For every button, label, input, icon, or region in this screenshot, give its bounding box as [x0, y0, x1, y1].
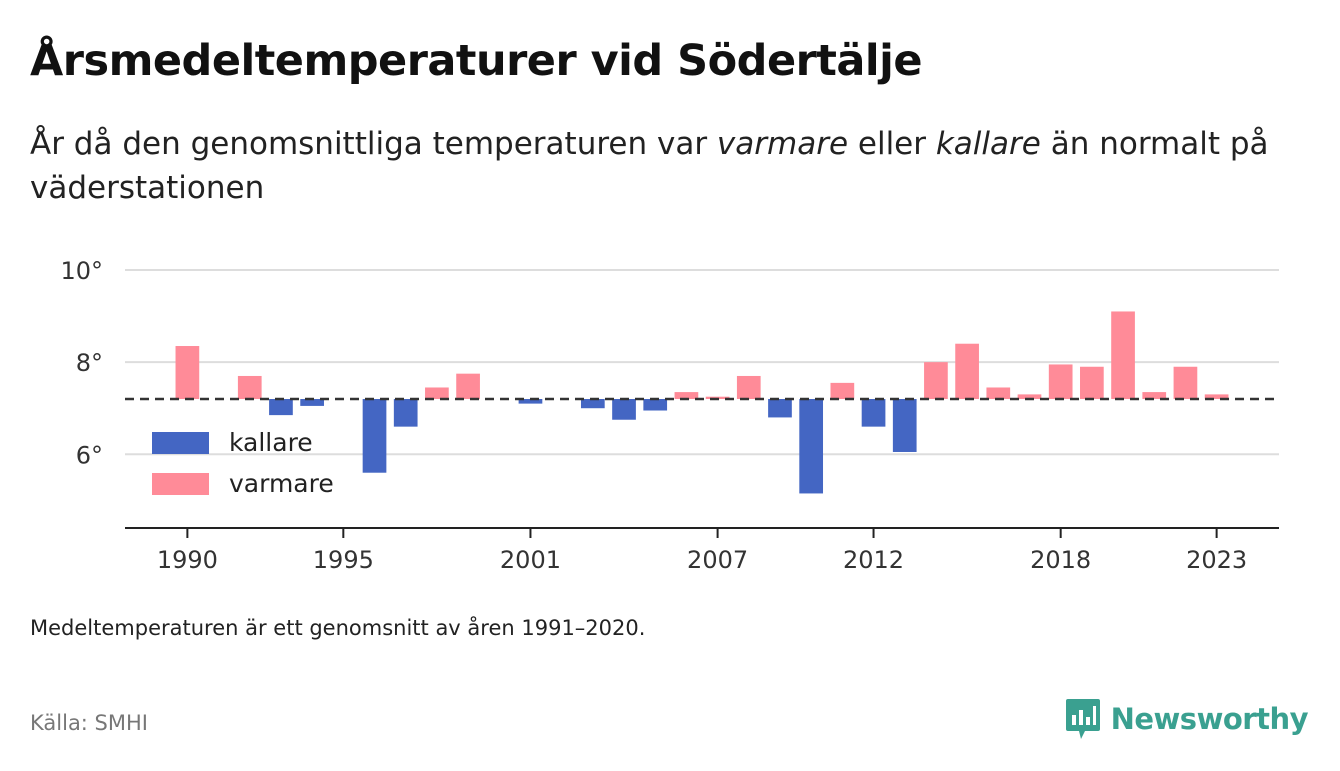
bar-2013 [892, 399, 917, 452]
bar-1992 [237, 375, 262, 399]
bar-1998 [425, 387, 449, 399]
brand-logo: Newsworthy [1065, 697, 1309, 741]
brand-name: Newsworthy [1110, 702, 1309, 736]
bar-2021 [1142, 392, 1167, 399]
subtitle-text-3: än normalt på väderstationen [30, 126, 1269, 206]
bar-chart-speech-bubble-icon [1065, 699, 1100, 739]
subtitle-text-1: År då den genomsnittliga temperaturen va… [30, 126, 717, 162]
y-tick-label-8: 8° [76, 349, 103, 377]
bar-2011 [830, 382, 855, 399]
bar-1997 [393, 399, 418, 427]
x-tick-label-2001: 2001 [500, 546, 561, 574]
bar-2006 [674, 392, 699, 399]
bar-1993 [269, 399, 293, 416]
bar-layer [175, 311, 1229, 494]
bar-2014 [924, 362, 948, 399]
bar-2004 [612, 399, 636, 420]
source-label: Källa: SMHI [30, 711, 148, 735]
bar-2023 [1204, 394, 1229, 399]
bar-2001 [518, 399, 543, 404]
y-tick-label-6: 6° [76, 441, 103, 469]
x-tick-label-2018: 2018 [1030, 546, 1091, 574]
bar-2010 [799, 399, 824, 494]
bar-2019 [1080, 366, 1104, 399]
bar-1996 [362, 399, 387, 473]
bar-2012 [861, 399, 886, 427]
bar-2005 [643, 399, 668, 411]
bar-2015 [955, 343, 979, 399]
bar-1990 [175, 346, 200, 399]
axis-layer: 6° 8° 10° 1990 1995 2001 2007 2012 2018 2023 [60, 257, 1279, 574]
y-tick-label-10: 10° [60, 257, 103, 285]
legend-swatch-kallare [152, 432, 209, 454]
bar-2009 [768, 399, 792, 418]
bar-2008 [736, 375, 761, 399]
legend-label-kallare: kallare [229, 428, 313, 457]
bar-2003 [580, 399, 605, 409]
bar-1994 [300, 399, 324, 406]
x-tick-label-1995: 1995 [313, 546, 374, 574]
x-tick-label-1990: 1990 [157, 546, 218, 574]
legend-label-varmare: varmare [229, 469, 334, 498]
x-tick-label-2023: 2023 [1186, 546, 1247, 574]
grid-layer [125, 269, 1279, 456]
legend-swatch-varmare [152, 473, 209, 495]
chart-subtitle: År då den genomsnittliga temperaturen va… [30, 122, 1300, 210]
bar-2020 [1111, 311, 1135, 399]
bar-2017 [1017, 394, 1042, 399]
x-tick-label-2007: 2007 [687, 546, 748, 574]
legend: kallare varmare [152, 428, 334, 498]
subtitle-emphasis-warmer: varmare [716, 126, 849, 162]
chart-title: Årsmedeltemperaturer vid Södertälje [30, 36, 923, 86]
bar-2018 [1048, 364, 1073, 399]
bar-1999 [456, 373, 480, 399]
bar-2016 [986, 387, 1011, 399]
x-tick-label-2012: 2012 [843, 546, 904, 574]
footnote: Medeltemperaturen är ett genomsnitt av å… [30, 616, 646, 640]
subtitle-emphasis-colder: kallare [935, 126, 1041, 162]
bar-2022 [1173, 366, 1198, 399]
subtitle-text-2: eller [848, 126, 936, 162]
